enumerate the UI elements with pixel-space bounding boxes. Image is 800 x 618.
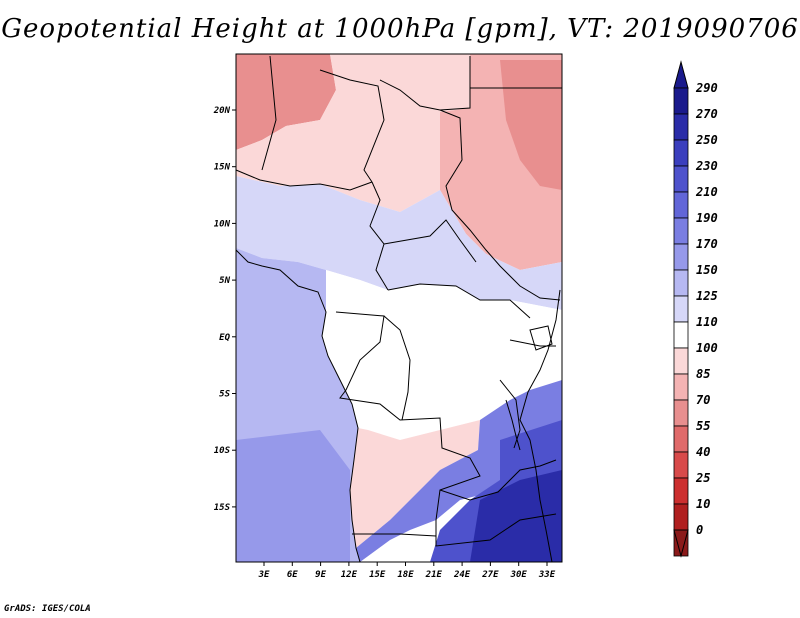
border-5: [439, 109, 561, 301]
border-8: [383, 219, 477, 263]
colorbar-swatch: [673, 87, 689, 115]
region-gulf-of-guinea: [236, 176, 562, 310]
colorbar-label: 85: [696, 367, 710, 381]
lat-label: 5S: [219, 390, 230, 400]
colorbar-label: 0: [696, 523, 703, 537]
colorbar-swatch: [673, 425, 689, 453]
chart-title: Geopotential Height at 1000hPa [gpm], VT…: [1, 14, 799, 44]
colorbar-swatch: [673, 243, 689, 271]
colorbar-bottom-arrow: [673, 529, 689, 558]
colorbar-swatch: [673, 347, 689, 375]
grads-credit: GrADS: IGES/COLA: [4, 604, 91, 614]
colorbar-label: 230: [695, 159, 718, 173]
colorbar-label: 110: [696, 315, 718, 329]
border-6: [379, 56, 471, 111]
colorbar-swatch: [673, 373, 689, 401]
lat-label: 5N: [219, 276, 230, 286]
region-angola-plateau: [350, 420, 480, 548]
colorbar-swatch: [673, 503, 689, 531]
colorbar-swatch: [673, 399, 689, 427]
lon-label: 12E: [341, 570, 358, 580]
colorbar-label: 125: [696, 289, 718, 303]
region-zambia: [356, 380, 562, 562]
lake-victoria: [529, 325, 553, 351]
colorbar-swatch: [673, 295, 689, 323]
lat-label: 15S: [214, 503, 231, 513]
region-congo-basin: [322, 270, 562, 440]
border-2: [369, 181, 389, 291]
colorbar-label: 170: [696, 237, 718, 251]
lat-label: 20N: [213, 106, 231, 116]
colorbar-swatch: [673, 217, 689, 245]
lon-label: 6E: [287, 570, 298, 580]
colorbar-label: 40: [696, 445, 710, 459]
colorbar-swatch: [673, 191, 689, 219]
border-15: [435, 513, 557, 547]
colorbar-swatch: [673, 477, 689, 505]
region-atlantic-southwest: [236, 430, 350, 562]
country-borders: [235, 55, 562, 563]
colorbar-swatch: [673, 139, 689, 167]
colorbar-label: 270: [695, 107, 718, 121]
border-1: [235, 169, 373, 191]
border-10: [335, 311, 481, 521]
lon-label: 9E: [315, 570, 326, 580]
lat-label: EQ: [219, 333, 230, 343]
lon-label: 18E: [397, 570, 414, 580]
longitude-axis: 3E 6E 9E 12E 15E 18E 21E 24E 27E 30E 33E: [258, 562, 556, 580]
colorbar-label: 250: [695, 133, 718, 147]
border-16: [352, 533, 437, 537]
border-3: [261, 55, 277, 171]
lon-label: 21E: [425, 570, 443, 580]
lat-label: 10S: [214, 446, 231, 456]
lat-label: 15N: [214, 163, 231, 173]
lon-label: 30E: [510, 570, 528, 580]
lon-label: 3E: [258, 570, 270, 580]
colorbar-label: 100: [696, 341, 718, 355]
colorbar: 2902702502302101901701501251101008570554…: [673, 60, 718, 558]
border-12: [509, 339, 556, 347]
colorbar-label: 10: [696, 497, 710, 511]
colorbar-swatch: [673, 269, 689, 297]
colorbar-swatch: [673, 113, 689, 141]
border-9: [387, 283, 531, 319]
border-4: [319, 69, 385, 183]
lon-label: 33E: [538, 570, 556, 580]
colorbar-label: 190: [696, 211, 718, 225]
latitude-axis: 20N 15N 10N 5N EQ 5S 10S 15S: [213, 106, 236, 513]
colorbar-top-arrow: [673, 60, 689, 89]
lake-tanganyika: [505, 399, 521, 451]
border-14: [439, 459, 557, 501]
colorbar-label: 55: [696, 419, 710, 433]
region-nile-east: [500, 60, 562, 190]
lon-label: 27E: [481, 570, 499, 580]
colorbar-swatch: [673, 451, 689, 479]
colorbar-label: 150: [696, 263, 718, 277]
lat-label: 10N: [214, 219, 231, 229]
region-sahel-north: [236, 54, 470, 212]
colorbar-label: 25: [695, 471, 710, 485]
height-field: [236, 54, 562, 562]
colorbar-label: 290: [695, 81, 718, 95]
colorbar-label: 210: [695, 185, 718, 199]
colorbar-label: 70: [696, 393, 710, 407]
plot-frame: [235, 53, 563, 563]
region-sahara-northwest: [236, 54, 336, 150]
colorbar-swatch: [673, 321, 689, 349]
coastline-west: [235, 249, 361, 563]
lon-label: 24E: [453, 570, 471, 580]
colorbar-swatch: [673, 165, 689, 193]
border-11: [383, 315, 411, 421]
lon-label: 15E: [369, 570, 386, 580]
